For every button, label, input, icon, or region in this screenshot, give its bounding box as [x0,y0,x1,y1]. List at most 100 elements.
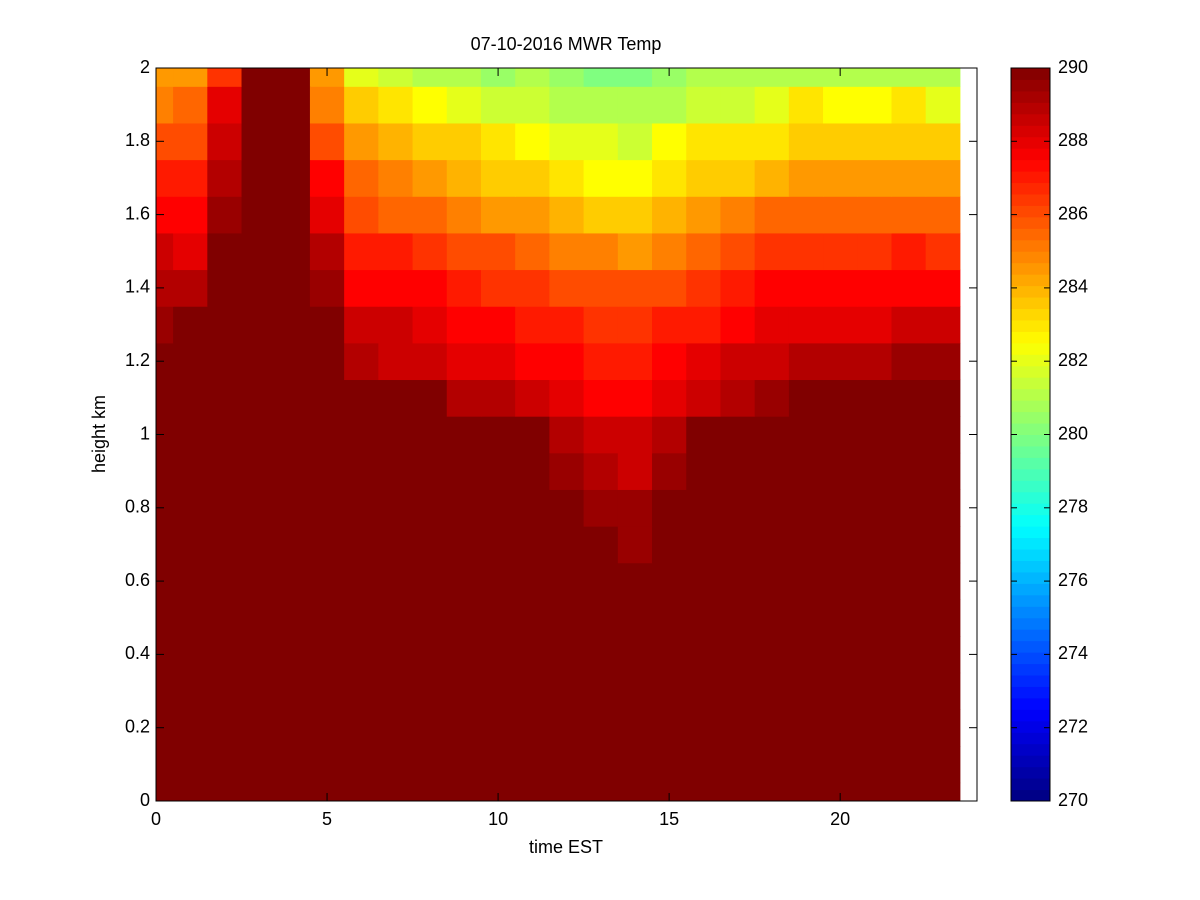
colorbar-swatch [1011,755,1050,768]
heatmap-cell [515,306,550,344]
heatmap-cell [412,709,448,747]
colorbar-swatch [1011,308,1050,321]
heatmap-cell [652,526,687,564]
heatmap-cell [823,122,858,161]
heatmap-cell [446,306,482,344]
colorbar-swatch [1011,79,1050,92]
heatmap-cell [686,599,721,637]
heatmap-cell [275,599,311,637]
heatmap-cell [446,489,482,527]
heatmap-cell [583,636,619,674]
heatmap-cell [823,709,858,747]
heatmap-cell [549,159,585,197]
heatmap-cell [378,746,414,784]
heatmap-cell [720,68,756,87]
colorbar-swatch [1011,388,1050,401]
colorbar-tick-label: 272 [1058,716,1088,736]
heatmap-cell [583,86,619,124]
heatmap-cell [309,782,345,802]
heatmap-cell [686,86,721,124]
heatmap-cell [686,562,721,600]
heatmap-cell [241,746,277,784]
heatmap-cell [275,416,311,454]
colorbar-swatch [1011,606,1050,619]
heatmap-cell [549,232,585,271]
heatmap-cell [446,86,482,124]
colorbar-tick-label: 278 [1058,497,1088,517]
heatmap-cell [241,562,277,600]
heatmap-cell [652,196,687,234]
heatmap-cell [549,489,585,527]
heatmap-cell [378,379,414,417]
x-tick-label: 5 [322,809,332,829]
heatmap-cell [652,68,687,87]
heatmap-cell [275,232,311,271]
heatmap-cell [173,86,208,124]
heatmap-cell [275,746,311,784]
colorbar-tick-label: 276 [1058,570,1088,590]
heatmap-cell [617,452,653,490]
heatmap-cell [446,68,482,87]
heatmap-cell [754,232,790,271]
heatmap-cell [173,269,208,307]
heatmap-cell [686,489,721,527]
colorbar-swatch [1011,205,1050,218]
heatmap-cell [446,379,482,417]
heatmap-cell [549,122,585,161]
heatmap-cell [823,416,858,454]
heatmap-cell [788,782,824,802]
heatmap-cell [378,306,414,344]
heatmap-cell [891,269,927,307]
heatmap-cell [686,782,721,802]
y-tick-label: 0.4 [125,643,150,663]
heatmap-cell [720,599,756,637]
heatmap-cell [241,159,277,197]
heatmap-cell [275,122,311,161]
heatmap-cell [686,68,721,87]
heatmap-cell [480,86,516,124]
heatmap-cell [344,672,379,710]
heatmap-cell [446,672,482,710]
colorbar-swatch [1011,102,1050,115]
heatmap-cell [156,709,174,747]
heatmap-cell [412,269,448,307]
y-tick-label: 1 [140,423,150,443]
heatmap-cell [241,636,277,674]
heatmap-cell [617,342,653,381]
heatmap-cell [480,452,516,490]
heatmap-cell [720,379,756,417]
colorbar-swatch [1011,720,1050,733]
heatmap-cell [241,782,277,802]
colorbar-swatch [1011,354,1050,367]
heatmap-cell [754,122,790,161]
y-tick-label: 0 [140,790,150,810]
heatmap-cell [446,452,482,490]
heatmap-cell [378,232,414,271]
heatmap-cell [925,452,961,490]
heatmap-cell [515,599,550,637]
heatmap-cell [857,342,892,381]
heatmap-cell [720,526,756,564]
heatmap-cell [617,122,653,161]
heatmap-cell [754,306,790,344]
heatmap-cell [617,599,653,637]
heatmap-cell [754,416,790,454]
y-tick-label: 1.6 [125,203,150,223]
heatmap-cell [412,746,448,784]
heatmap-cell [891,232,927,271]
heatmap-cell [412,562,448,600]
heatmap-cell [207,526,243,564]
heatmap-cell [823,269,858,307]
heatmap-cell [446,782,482,802]
heatmap-cell [412,416,448,454]
heatmap-cell [241,306,277,344]
heatmap-cell [207,709,243,747]
heatmap-cell [788,672,824,710]
colorbar-swatch [1011,491,1050,504]
heatmap-cell [378,562,414,600]
heatmap-cell [156,122,174,161]
heatmap-cell [378,342,414,381]
heatmap-cell [925,159,961,197]
heatmap-cell [309,379,345,417]
heatmap-cell [446,526,482,564]
